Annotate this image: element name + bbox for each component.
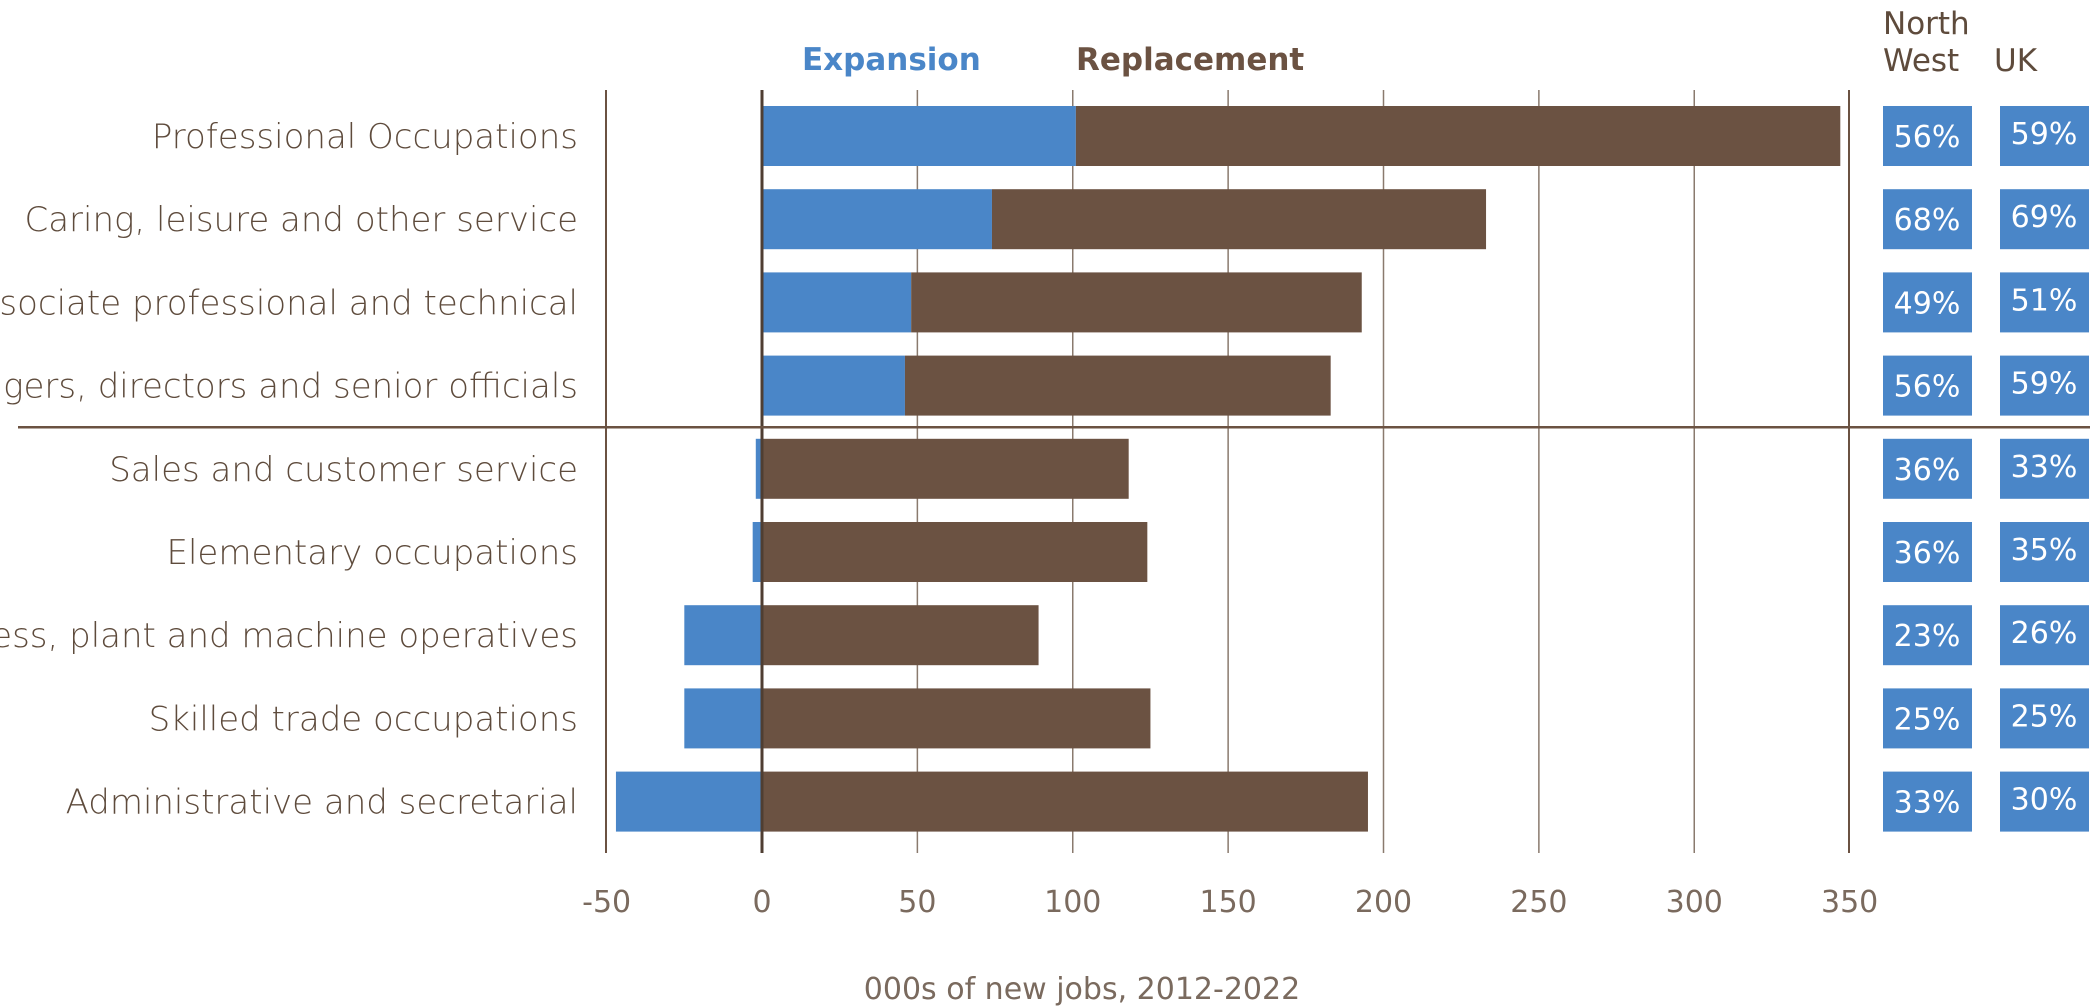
header-uk: UK [1994,43,2038,79]
bar-replacement [762,522,1148,582]
x-tick-label: 150 [1199,885,1256,920]
bar-expansion [762,189,992,250]
uk-share-value: 69% [2011,200,2078,235]
north-west-share-value: 56% [1894,120,1961,155]
uk-share-box [2000,688,2089,749]
bar-expansion [762,272,912,333]
x-tick-label: 0 [752,885,771,920]
share-column-headers: North West UK [1883,6,2038,79]
header-north-west: North West [1883,6,1970,79]
legend: Expansion Replacement [802,42,1304,78]
uk-share-box [2000,106,2089,166]
uk-share-box [2000,605,2089,666]
category-label: Associate professional and technical [0,283,578,323]
x-tick-label: 50 [898,885,936,920]
north-west-share-value: 56% [1894,370,1961,405]
bar-expansion [762,106,1076,166]
share-boxes: 56% 59% 68% 69% 49% 51% 56% 59% 36% 33% 36% 35% 23% 2… [1883,106,2089,832]
bar-expansion [762,355,905,416]
bar-replacement [991,189,1487,250]
x-tick-label: 100 [1044,885,1101,920]
uk-share-box [2000,355,2089,416]
north-west-share-value: 36% [1894,536,1961,571]
north-west-share-box [1883,771,1972,832]
bars-group [615,106,1841,832]
uk-share-value: 35% [2011,533,2078,568]
bar-expansion [684,605,762,666]
uk-share-box [2000,438,2089,499]
north-west-share-value: 33% [1894,786,1961,821]
north-west-share-value: 23% [1894,619,1961,654]
uk-share-value: 59% [2011,367,2078,402]
bar-replacement [911,272,1362,333]
north-west-share-box [1883,106,1972,166]
uk-share-value: 26% [2011,616,2078,651]
north-west-share-value: 36% [1894,453,1961,488]
x-tick-labels: -50 0 50 100 150 200 250 300 350 [582,885,1878,920]
uk-share-value: 59% [2011,117,2078,152]
north-west-share-box [1883,189,1972,250]
category-label: Elementary occupations [166,533,578,573]
bar-expansion [615,771,762,832]
uk-share-value: 51% [2011,283,2078,318]
north-west-share-box [1883,605,1972,666]
category-labels: Professional Occupations Caring, leisure … [0,117,578,823]
x-axis-title: 000s of new jobs, 2012-2022 [864,972,1300,1006]
x-tick-label: -50 [582,885,631,920]
legend-replacement: Replacement [1076,42,1304,78]
axes-group [18,90,2090,853]
bar-expansion [752,522,762,582]
uk-share-value: 33% [2011,450,2078,485]
north-west-share-value: 25% [1894,702,1961,737]
uk-share-value: 30% [2011,783,2078,818]
bar-replacement [904,355,1331,416]
category-label: Process, plant and machine operatives [0,616,578,656]
x-tick-label: 350 [1821,885,1878,920]
category-label: Sales and customer service [109,450,578,490]
uk-share-value: 25% [2011,699,2078,734]
north-west-share-box [1883,688,1972,749]
x-tick-label: 250 [1510,885,1567,920]
uk-share-box [2000,771,2089,832]
bar-replacement [762,771,1368,832]
bar-replacement [1075,106,1841,166]
bar-expansion [755,438,762,499]
x-tick-label: 200 [1355,885,1412,920]
bar-replacement [762,438,1129,499]
category-label: Skilled trade occupations [149,699,578,739]
north-west-share-box [1883,522,1972,582]
uk-share-box [2000,522,2089,582]
north-west-share-box [1883,355,1972,416]
north-west-share-box [1883,272,1972,333]
category-label: Managers, directors and senior officials [0,367,578,407]
uk-share-box [2000,189,2089,250]
category-label: Caring, leisure and other service [24,200,578,240]
bar-replacement [762,605,1039,666]
category-label: Professional Occupations [152,117,578,157]
legend-expansion: Expansion [802,42,981,78]
bar-replacement [762,688,1151,749]
uk-share-box [2000,272,2089,333]
category-label: Administrative and secretarial [66,783,578,823]
north-west-share-box [1883,438,1972,499]
north-west-share-value: 68% [1894,203,1961,238]
north-west-share-value: 49% [1894,286,1961,321]
bar-expansion [684,688,762,749]
x-tick-label: 300 [1666,885,1723,920]
